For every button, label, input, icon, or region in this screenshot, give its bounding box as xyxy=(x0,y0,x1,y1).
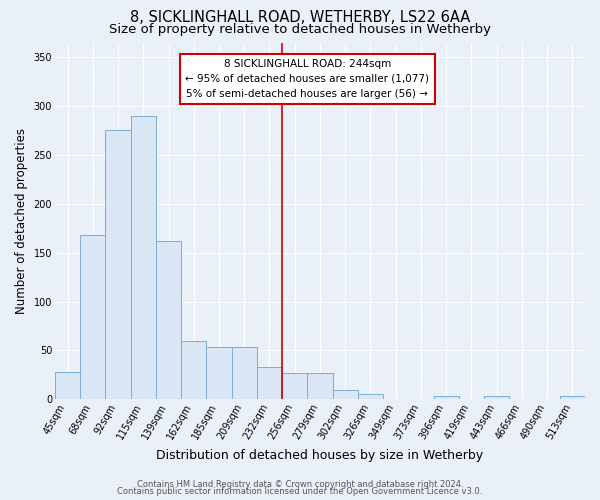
Bar xyxy=(156,241,181,400)
Bar xyxy=(484,396,509,400)
Bar xyxy=(232,346,257,400)
Bar xyxy=(332,390,358,400)
Text: 8, SICKLINGHALL ROAD, WETHERBY, LS22 6AA: 8, SICKLINGHALL ROAD, WETHERBY, LS22 6AA xyxy=(130,10,470,25)
Bar xyxy=(560,396,585,400)
Text: Size of property relative to detached houses in Wetherby: Size of property relative to detached ho… xyxy=(109,22,491,36)
Bar xyxy=(434,396,459,400)
Bar xyxy=(257,367,282,400)
Bar xyxy=(106,130,131,400)
Text: Contains public sector information licensed under the Open Government Licence v3: Contains public sector information licen… xyxy=(118,487,482,496)
Text: Contains HM Land Registry data © Crown copyright and database right 2024.: Contains HM Land Registry data © Crown c… xyxy=(137,480,463,489)
Bar xyxy=(80,235,106,400)
Bar xyxy=(181,340,206,400)
Bar xyxy=(358,394,383,400)
Y-axis label: Number of detached properties: Number of detached properties xyxy=(15,128,28,314)
Bar xyxy=(307,373,332,400)
Bar xyxy=(131,116,156,400)
X-axis label: Distribution of detached houses by size in Wetherby: Distribution of detached houses by size … xyxy=(157,450,484,462)
Bar xyxy=(55,372,80,400)
Bar xyxy=(282,373,307,400)
Text: 8 SICKLINGHALL ROAD: 244sqm
← 95% of detached houses are smaller (1,077)
5% of s: 8 SICKLINGHALL ROAD: 244sqm ← 95% of det… xyxy=(185,59,430,98)
Bar xyxy=(206,346,232,400)
